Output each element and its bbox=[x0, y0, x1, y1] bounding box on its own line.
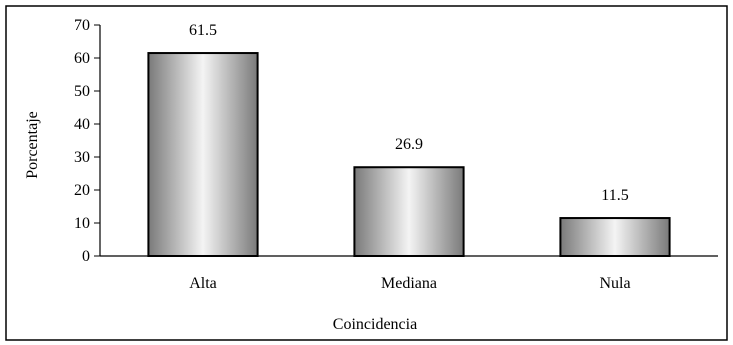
y-axis-ticks: 0 10 20 30 40 50 60 70 bbox=[74, 17, 100, 265]
x-tick-label-alta: Alta bbox=[189, 275, 217, 292]
y-tick-label: 40 bbox=[74, 116, 90, 133]
y-tick-label: 50 bbox=[74, 83, 90, 100]
y-tick-label: 60 bbox=[74, 50, 90, 67]
y-tick-label: 70 bbox=[74, 17, 90, 34]
y-tick-label: 0 bbox=[82, 248, 90, 265]
x-axis-title: Coincidencia bbox=[333, 316, 417, 333]
data-label-mediana: 26.9 bbox=[395, 136, 423, 153]
x-tick-label-mediana: Mediana bbox=[381, 275, 437, 292]
bar-nula bbox=[559, 217, 671, 258]
x-tick-label-nula: Nula bbox=[599, 275, 630, 292]
bar-mediana bbox=[353, 166, 465, 257]
data-label-alta: 61.5 bbox=[189, 22, 217, 39]
bar-alta bbox=[147, 52, 259, 257]
x-axis-labels: Alta Mediana Nula bbox=[189, 275, 630, 292]
y-axis-title: Porcentaje bbox=[24, 111, 41, 179]
bars-group: 61.5 26.9 11.5 bbox=[147, 22, 671, 258]
y-tick-label: 20 bbox=[74, 182, 90, 199]
y-tick-label: 10 bbox=[74, 215, 90, 232]
data-label-nula: 11.5 bbox=[601, 187, 628, 204]
y-tick-label: 30 bbox=[74, 149, 90, 166]
